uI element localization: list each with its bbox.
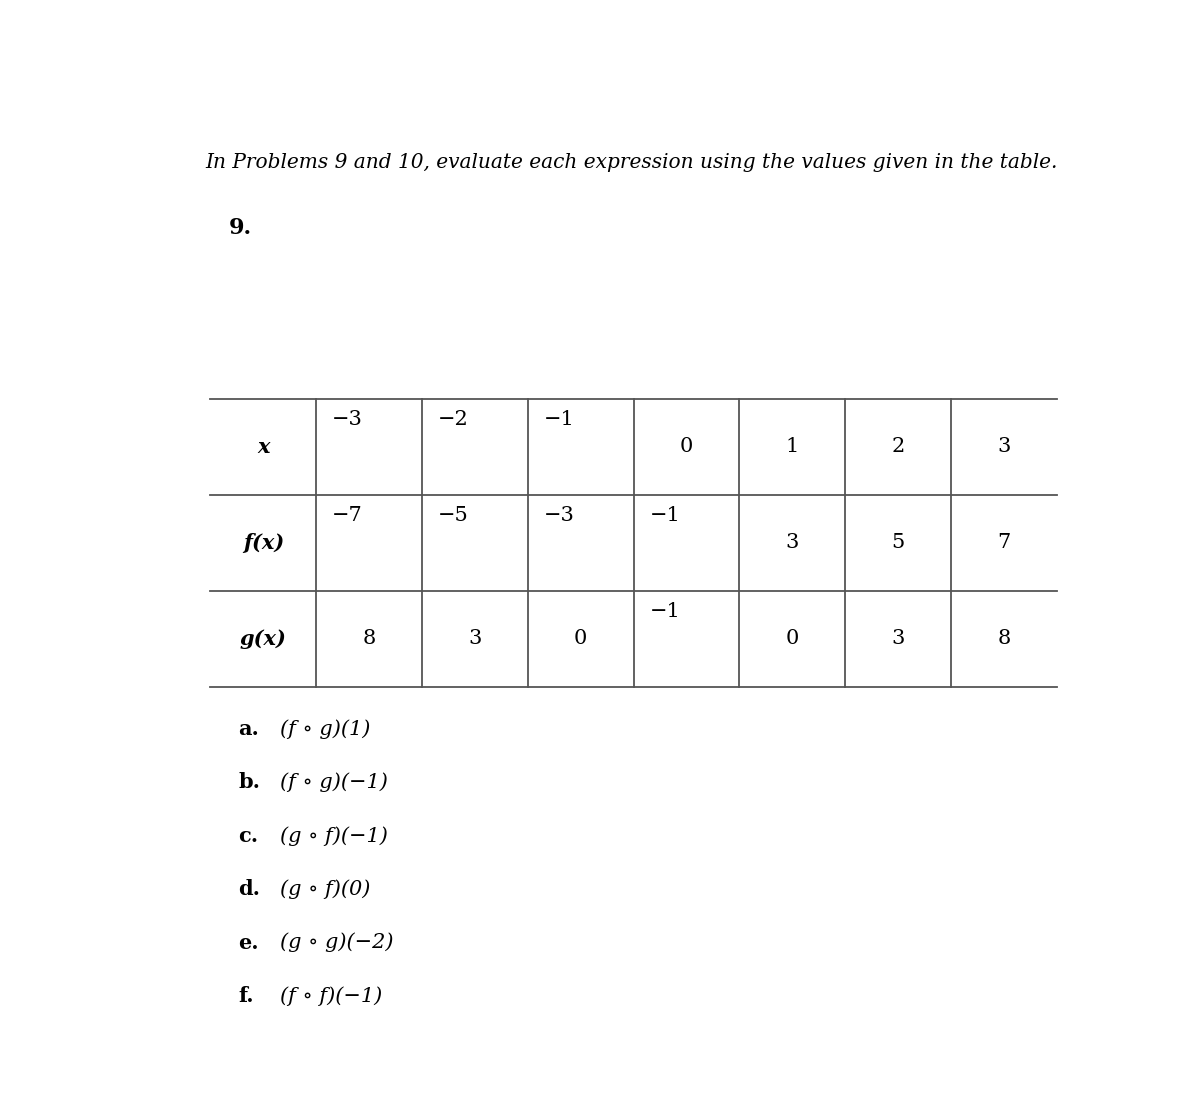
Text: 7: 7: [997, 534, 1010, 552]
Text: a.: a.: [239, 719, 259, 739]
Text: b.: b.: [239, 772, 260, 792]
Text: −5: −5: [438, 506, 469, 526]
Text: −1: −1: [649, 603, 680, 622]
Text: g(x): g(x): [240, 629, 287, 649]
Text: (g ∘ f)(−1): (g ∘ f)(−1): [281, 826, 388, 846]
Text: 2: 2: [892, 438, 905, 456]
Text: 3: 3: [468, 629, 481, 648]
Text: (f ∘ g)(−1): (f ∘ g)(−1): [281, 772, 388, 792]
Text: d.: d.: [239, 879, 260, 899]
Text: 5: 5: [892, 534, 905, 552]
Text: 3: 3: [997, 438, 1010, 456]
Text: x: x: [257, 437, 270, 456]
Text: 0: 0: [680, 438, 694, 456]
Text: c.: c.: [239, 826, 258, 846]
Text: (g ∘ g)(−2): (g ∘ g)(−2): [281, 933, 394, 953]
Text: 1: 1: [786, 438, 799, 456]
Text: 8: 8: [997, 629, 1010, 648]
Text: −2: −2: [438, 410, 469, 429]
Text: 0: 0: [786, 629, 799, 648]
Text: In Problems 9 and 10, evaluate each expression using the values given in the tab: In Problems 9 and 10, evaluate each expr…: [206, 153, 1058, 173]
Text: −3: −3: [332, 410, 362, 429]
Text: −3: −3: [544, 506, 575, 526]
Text: 3: 3: [892, 629, 905, 648]
Text: e.: e.: [239, 933, 259, 953]
Text: f.: f.: [239, 986, 254, 1005]
Text: 3: 3: [786, 534, 799, 552]
Text: 0: 0: [574, 629, 587, 648]
Text: (f ∘ g)(1): (f ∘ g)(1): [281, 719, 371, 739]
Text: −1: −1: [544, 410, 575, 429]
Text: (f ∘ f)(−1): (f ∘ f)(−1): [281, 986, 383, 1005]
Text: (g ∘ f)(0): (g ∘ f)(0): [281, 879, 371, 899]
Text: 8: 8: [362, 629, 376, 648]
Text: −7: −7: [332, 506, 362, 526]
Text: −1: −1: [649, 506, 680, 526]
Text: 9.: 9.: [229, 217, 252, 239]
Text: f(x): f(x): [242, 532, 284, 553]
